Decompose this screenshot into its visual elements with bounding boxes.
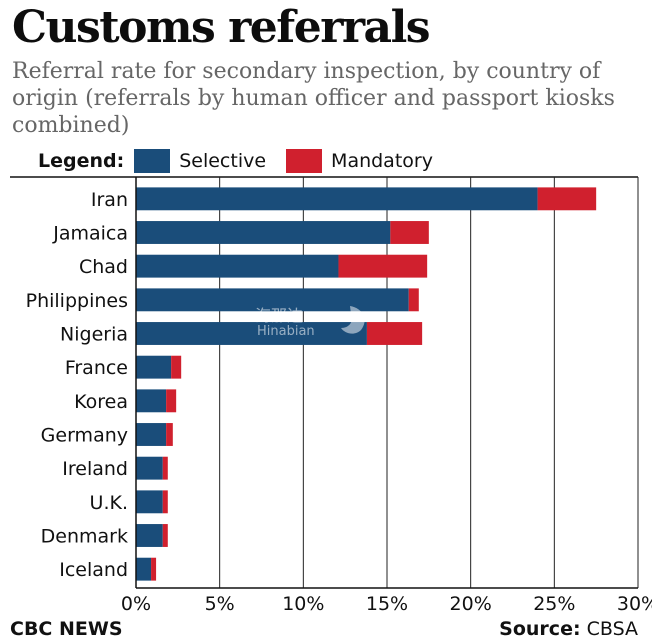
- category-label: Iceland: [59, 559, 128, 581]
- category-label: Jamaica: [52, 223, 128, 245]
- bar-selective: [136, 322, 367, 345]
- category-label: Philippines: [26, 290, 128, 312]
- legend-label-selective: Selective: [179, 150, 267, 172]
- source-credit: Source: CBSA: [499, 618, 638, 640]
- category-label: Ireland: [62, 458, 128, 480]
- bar-selective: [136, 355, 172, 379]
- bar-chart: 0% 5% 10% 15% 20% 25% 30% Iran Jamaica Chad Philip…: [10, 176, 652, 615]
- bar-selective: [136, 288, 409, 312]
- category-label: France: [65, 357, 128, 379]
- bar-mandatory: [366, 322, 423, 345]
- legend-title: Legend:: [38, 150, 125, 172]
- legend-swatch-selective: [134, 149, 171, 173]
- bar-mandatory: [537, 187, 597, 211]
- bar-selective: [136, 423, 167, 446]
- bar-mandatory: [162, 524, 168, 547]
- bar-selective: [136, 490, 163, 514]
- bar-mandatory: [408, 288, 419, 312]
- publisher-label: CBC NEWS: [10, 618, 123, 640]
- x-tick-label: 20%: [450, 593, 492, 615]
- bar-mandatory: [171, 355, 182, 379]
- x-tick-label: 15%: [366, 593, 408, 615]
- source-label: Source:: [499, 618, 581, 640]
- x-tick-label: 0%: [121, 593, 151, 615]
- source-value: CBSA: [586, 618, 638, 640]
- bar-mandatory: [166, 423, 173, 446]
- bar-mandatory: [166, 389, 177, 413]
- bar-selective: [136, 187, 538, 211]
- category-label: Chad: [79, 256, 128, 278]
- legend-swatch-mandatory: [286, 149, 323, 173]
- bar-mandatory: [338, 254, 428, 278]
- bar-mandatory: [162, 456, 168, 480]
- bar-mandatory: [162, 490, 168, 514]
- bar-mandatory: [390, 221, 429, 244]
- bar-selective: [136, 254, 339, 278]
- bar-selective: [136, 557, 152, 581]
- chart-subtitle: Referral rate for secondary inspection, …: [12, 59, 615, 138]
- category-label: U.K.: [90, 492, 128, 514]
- x-tick-label: 10%: [282, 593, 324, 615]
- category-label: Denmark: [41, 526, 128, 548]
- legend: Legend: Selective Mandatory: [38, 148, 453, 174]
- x-tick-label: 30%: [617, 593, 652, 615]
- category-label: Germany: [41, 425, 128, 447]
- bar-mandatory: [151, 557, 157, 581]
- bar-selective: [136, 456, 163, 480]
- bar-selective: [136, 524, 163, 547]
- chart-title: Customs referrals: [12, 2, 431, 53]
- bar-selective: [136, 221, 391, 244]
- x-tick-label: 5%: [205, 593, 235, 615]
- legend-label-mandatory: Mandatory: [331, 150, 433, 172]
- category-label: Iran: [91, 189, 128, 211]
- category-label: Korea: [74, 391, 128, 413]
- bar-selective: [136, 389, 167, 413]
- x-tick-label: 25%: [533, 593, 575, 615]
- category-label: Nigeria: [60, 324, 128, 346]
